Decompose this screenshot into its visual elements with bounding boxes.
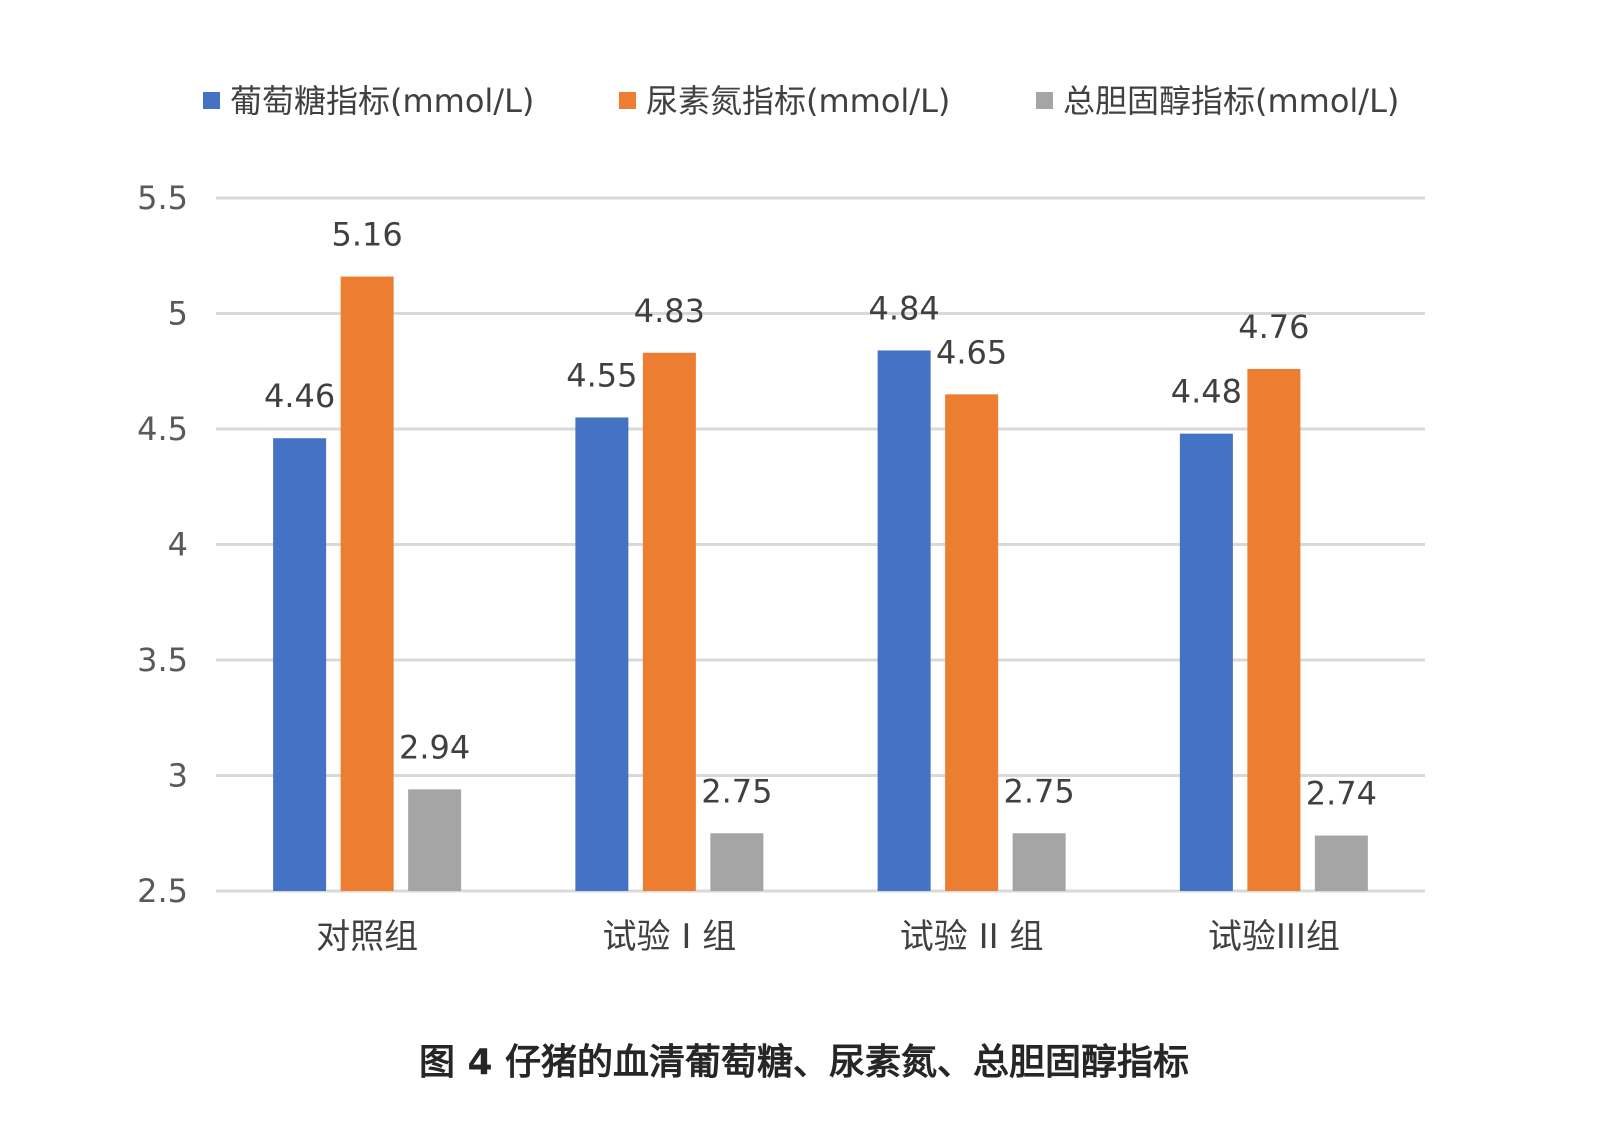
data-label: 4.46	[264, 377, 335, 415]
data-label: 2.75	[1004, 772, 1075, 810]
y-tick-label: 5	[168, 295, 188, 333]
x-category-label: 试验 I 组	[603, 917, 737, 957]
figure-caption: 图 4 仔猪的血清葡萄糖、尿素氮、总胆固醇指标	[419, 1042, 1189, 1083]
bar[interactable]	[642, 352, 696, 891]
bar[interactable]	[1012, 833, 1066, 891]
x-category-label: 试验 II 组	[900, 917, 1044, 957]
bar[interactable]	[710, 833, 764, 891]
x-category-label: 试验III组	[1208, 917, 1340, 957]
legend-label: 总胆固醇指标(mmol/L)	[1063, 82, 1399, 120]
x-axis-category-labels: 对照组 试验 I 组 试验 II 组 试验III组	[316, 917, 1340, 957]
data-label: 4.65	[936, 333, 1007, 371]
x-category-label: 对照组	[316, 917, 418, 957]
data-label: 4.84	[869, 289, 940, 327]
bar[interactable]	[1314, 835, 1368, 891]
data-label: 4.76	[1238, 308, 1309, 346]
bar[interactable]	[340, 276, 394, 891]
legend: 葡萄糖指标(mmol/L) 尿素氮指标(mmol/L) 总胆固醇指标(mmol/L)	[203, 82, 1399, 120]
legend-label: 尿素氮指标(mmol/L)	[646, 82, 950, 120]
data-label: 5.16	[332, 216, 403, 254]
y-tick-label: 3	[168, 757, 188, 795]
bar[interactable]	[408, 789, 462, 891]
data-label: 4.48	[1171, 373, 1242, 411]
data-label: 4.55	[566, 356, 637, 394]
gridlines	[216, 196, 1425, 893]
bars	[273, 276, 1368, 892]
bar[interactable]	[945, 394, 999, 891]
legend-label: 葡萄糖指标(mmol/L)	[230, 82, 534, 120]
bar[interactable]	[575, 417, 629, 891]
y-tick-label: 4	[168, 526, 188, 564]
legend-swatch	[1036, 92, 1053, 109]
y-tick-label: 3.5	[137, 641, 188, 679]
y-tick-label: 5.5	[137, 179, 188, 217]
legend-swatch	[203, 92, 220, 109]
bar[interactable]	[1247, 368, 1301, 891]
data-label: 2.75	[701, 772, 772, 810]
bar[interactable]	[877, 350, 931, 892]
data-label: 2.74	[1306, 775, 1377, 813]
data-label: 2.94	[399, 728, 470, 766]
y-tick-label: 2.5	[137, 872, 188, 910]
bar[interactable]	[1179, 433, 1233, 891]
y-axis-ticks: 2.5 3 3.5 4 4.5 5 5.5	[137, 179, 188, 910]
data-label: 4.83	[634, 292, 705, 330]
legend-swatch	[619, 92, 636, 109]
data-labels: 4.46 5.16 2.94 4.55 4.83 2.75 4.84 4.65 2.75 4.48…	[264, 216, 1377, 813]
bar[interactable]	[273, 438, 327, 891]
y-tick-label: 4.5	[137, 410, 188, 448]
